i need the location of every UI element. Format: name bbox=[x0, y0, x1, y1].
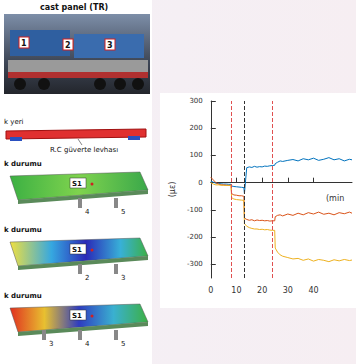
svg-text:4: 4 bbox=[85, 208, 90, 216]
svg-text:k durumu: k durumu bbox=[4, 160, 42, 168]
svg-text:2: 2 bbox=[85, 274, 89, 282]
svg-text:-100: -100 bbox=[187, 206, 203, 214]
svg-text:4: 4 bbox=[85, 340, 90, 348]
svg-text:300: 300 bbox=[189, 97, 202, 105]
svg-text:2: 2 bbox=[65, 41, 71, 50]
svg-text:5: 5 bbox=[121, 340, 125, 348]
svg-text:0: 0 bbox=[198, 179, 202, 187]
svg-text:(με): (με) bbox=[168, 182, 177, 198]
svg-text:100: 100 bbox=[189, 151, 202, 159]
svg-text:S1: S1 bbox=[72, 312, 82, 320]
svg-text:S1: S1 bbox=[72, 246, 82, 254]
svg-text:k durumu: k durumu bbox=[4, 292, 42, 300]
svg-text:(min: (min bbox=[326, 194, 344, 203]
svg-text:40: 40 bbox=[308, 286, 318, 295]
svg-text:-200: -200 bbox=[187, 233, 203, 241]
svg-text:k yeri: k yeri bbox=[4, 118, 24, 126]
svg-text:-300: -300 bbox=[187, 260, 203, 268]
svg-text:1: 1 bbox=[21, 39, 27, 48]
svg-text:cast panel (TR): cast panel (TR) bbox=[40, 3, 108, 12]
svg-text:0: 0 bbox=[208, 286, 213, 295]
svg-text:S1: S1 bbox=[72, 180, 82, 188]
svg-text:3: 3 bbox=[107, 41, 113, 50]
svg-text:3: 3 bbox=[49, 340, 53, 348]
svg-text:10: 10 bbox=[231, 286, 241, 295]
svg-text:R.C güverte levhası: R.C güverte levhası bbox=[50, 146, 118, 154]
svg-text:200: 200 bbox=[189, 124, 202, 132]
svg-text:30: 30 bbox=[283, 286, 293, 295]
svg-text:k durumu: k durumu bbox=[4, 226, 42, 234]
svg-text:5: 5 bbox=[121, 208, 125, 216]
svg-text:3: 3 bbox=[121, 274, 125, 282]
svg-text:20: 20 bbox=[257, 286, 267, 295]
